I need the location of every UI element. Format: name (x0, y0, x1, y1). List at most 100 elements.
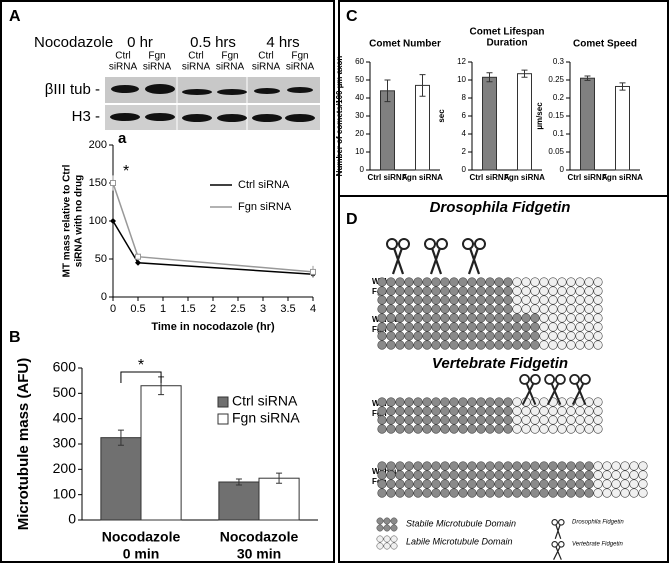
tubulin (575, 479, 585, 489)
tubulin (431, 286, 441, 296)
x-tick-label: 3 (260, 303, 266, 315)
tubulin (530, 277, 540, 287)
scissors-handle (551, 518, 558, 526)
chart-title: Duration (486, 38, 527, 49)
tubulin (566, 322, 576, 332)
tubulin (593, 488, 603, 498)
tubulin (584, 331, 594, 341)
tubulin (503, 488, 513, 498)
tubulin (386, 415, 396, 425)
tubulin (440, 340, 450, 350)
tubulin (530, 415, 540, 425)
tubulin (386, 304, 396, 314)
tubulin (548, 322, 558, 332)
blot (105, 77, 320, 103)
tubulin (458, 313, 468, 323)
tubulin (503, 331, 513, 341)
tubulin (629, 479, 639, 489)
tubulin (377, 479, 387, 489)
chart-title: Comet Lifespan (469, 27, 544, 38)
tubulin (584, 295, 594, 305)
tubulin (548, 340, 558, 350)
x-tick-label: Ctrl siRNA (367, 173, 407, 182)
tubulin (575, 331, 585, 341)
tubulin (395, 415, 405, 425)
tubulin (395, 295, 405, 305)
y-tick-label: 0 (101, 291, 107, 303)
tubulin (467, 295, 477, 305)
tubulin (377, 340, 387, 350)
tubulin (431, 461, 441, 471)
tubulin (449, 406, 459, 416)
scissors-icon (424, 238, 448, 275)
point (110, 180, 116, 186)
tubulin (449, 304, 459, 314)
tubulin (575, 424, 585, 434)
tubulin (494, 470, 504, 480)
y-tick-label: 0.05 (548, 147, 564, 156)
tubulin (503, 286, 513, 296)
legend-swatch (217, 396, 229, 408)
tubulin (431, 304, 441, 314)
error-bar (235, 478, 242, 486)
legend-swatch (383, 535, 391, 543)
tubulin (584, 406, 594, 416)
tubulin (557, 331, 567, 341)
tubulin (539, 322, 549, 332)
tubulin (602, 479, 612, 489)
y-tick-label: 10 (355, 147, 364, 156)
section-title: Drosophila Fidgetin (430, 199, 571, 216)
tubulin (629, 470, 639, 480)
tubulin (386, 313, 396, 323)
tubulin (404, 313, 414, 323)
y-tick-label: 0 (462, 165, 467, 174)
error-bar (419, 74, 426, 97)
tubulin (521, 461, 531, 471)
tubulin (485, 340, 495, 350)
tubulin (458, 406, 468, 416)
tubulin (566, 277, 576, 287)
tubulin (530, 488, 540, 498)
tubulin (584, 397, 594, 407)
scissors-icon (551, 518, 565, 539)
legend-label: Stabile Microtubule Domain (406, 518, 516, 528)
annotation: * (138, 357, 144, 374)
tubulin (413, 415, 423, 425)
tubulin (476, 313, 486, 323)
tubulin (422, 286, 432, 296)
tubulin (422, 488, 432, 498)
scissors-handle (555, 373, 566, 385)
tubulin (431, 488, 441, 498)
tubulin (557, 340, 567, 350)
sub-label: a (118, 130, 127, 147)
tubulin (377, 470, 387, 480)
y-tick-label: 0.15 (548, 111, 564, 120)
tubulin (539, 424, 549, 434)
tubulin (404, 322, 414, 332)
x-tick-label: 1.5 (180, 303, 195, 315)
tubulin (548, 286, 558, 296)
band (217, 114, 247, 122)
scissors-handle (386, 238, 398, 250)
tubulin (584, 488, 594, 498)
y-tick-label: 0.2 (553, 93, 565, 102)
y-tick-label: 60 (355, 57, 364, 66)
tubulin (593, 313, 603, 323)
tubulin (413, 470, 423, 480)
tubulin (611, 470, 621, 480)
tubulin (458, 295, 468, 305)
tubulin (377, 397, 387, 407)
y-tick-label: 0.25 (548, 75, 564, 84)
tubulin (584, 340, 594, 350)
tubulin (458, 488, 468, 498)
blot (105, 105, 320, 130)
tubulin (557, 313, 567, 323)
tubulin (395, 313, 405, 323)
tubulin (557, 479, 567, 489)
tubulin (620, 479, 630, 489)
tubulin (467, 415, 477, 425)
tubulin (431, 470, 441, 480)
tubulin (575, 406, 585, 416)
tubulin (557, 322, 567, 332)
